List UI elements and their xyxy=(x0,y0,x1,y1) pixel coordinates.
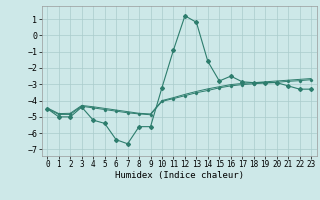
X-axis label: Humidex (Indice chaleur): Humidex (Indice chaleur) xyxy=(115,171,244,180)
